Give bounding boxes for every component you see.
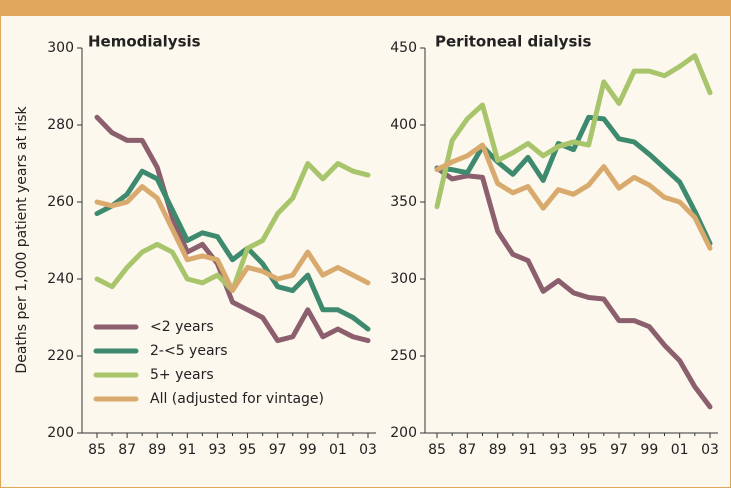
y-tick-label: 220 <box>47 348 74 364</box>
x-tick-label: 91 <box>519 442 537 458</box>
y-tick-label: 400 <box>390 117 417 133</box>
y-tick-label: 200 <box>390 425 417 441</box>
series-line <box>434 165 713 410</box>
x-tick-label: 85 <box>428 442 446 458</box>
y-tick-label: 300 <box>390 271 417 287</box>
series-line <box>94 168 371 332</box>
x-tick-label: 85 <box>88 442 106 458</box>
legend-label: All (adjusted for vintage) <box>150 391 324 407</box>
series-line <box>94 184 371 294</box>
legend-label: 2-<5 years <box>150 343 228 359</box>
x-tick-label: 87 <box>118 442 136 458</box>
x-tick-label: 03 <box>701 442 719 458</box>
y-tick-label: 450 <box>390 40 417 56</box>
header-band <box>0 0 731 16</box>
series-line <box>94 114 371 344</box>
panel-title: Peritoneal dialysis <box>435 33 592 51</box>
legend-label: <2 years <box>150 319 214 335</box>
y-tick-label: 250 <box>390 348 417 364</box>
y-tick-label: 300 <box>47 40 74 56</box>
x-tick-label: 99 <box>640 442 658 458</box>
x-tick-label: 97 <box>610 442 628 458</box>
series-line <box>434 142 713 251</box>
x-tick-label: 95 <box>239 442 257 458</box>
y-tick-label: 200 <box>47 425 74 441</box>
x-tick-label: 97 <box>269 442 287 458</box>
x-tick-label: 93 <box>209 442 227 458</box>
x-tick-label: 89 <box>148 442 166 458</box>
legend-label: 5+ years <box>150 367 214 383</box>
x-tick-label: 95 <box>580 442 598 458</box>
y-tick-label: 280 <box>47 117 74 133</box>
x-tick-label: 03 <box>359 442 377 458</box>
x-tick-label: 91 <box>178 442 196 458</box>
x-tick-label: 87 <box>458 442 476 458</box>
y-tick-label: 260 <box>47 194 74 210</box>
x-tick-label: 01 <box>671 442 689 458</box>
y-tick-label: 350 <box>390 194 417 210</box>
series-line <box>434 53 713 210</box>
panel-title: Hemodialysis <box>88 33 201 51</box>
x-tick-label: 93 <box>549 442 567 458</box>
y-tick-label: 240 <box>47 271 74 287</box>
x-tick-label: 99 <box>299 442 317 458</box>
x-tick-label: 89 <box>489 442 507 458</box>
y-axis-label: Deaths per 1,000 patient years at risk <box>14 106 30 374</box>
x-tick-label: 01 <box>329 442 347 458</box>
